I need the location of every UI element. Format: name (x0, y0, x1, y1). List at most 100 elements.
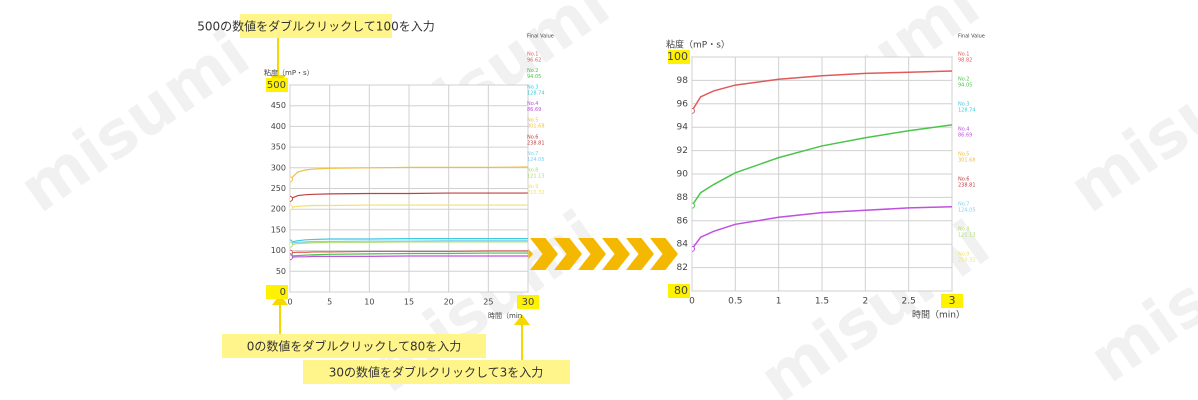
legend-value: 128.74 (527, 91, 545, 97)
x-tick-label: 30 (522, 297, 535, 308)
x-tick-label: 10 (364, 298, 374, 307)
annotation-box (240, 14, 392, 38)
legend-value: 98.82 (958, 58, 972, 64)
tick-highlight (668, 284, 690, 298)
y-tick-label: 250 (271, 184, 286, 193)
y-tick-label: 98 (677, 76, 689, 86)
start-marker (290, 241, 293, 248)
legend-value: 301.68 (958, 158, 976, 164)
arrow-chevron (626, 238, 654, 270)
legend-value: 238.81 (527, 140, 545, 146)
watermark: misumi (1057, 17, 1198, 227)
legend-value: 210.32 (527, 190, 545, 196)
legend-value: 94.05 (527, 74, 541, 80)
y-tick-label: 400 (271, 122, 286, 131)
series-group (290, 166, 528, 261)
x-tick-label: 20 (444, 298, 454, 307)
legend-name: No.3 (958, 102, 969, 108)
series-line (290, 252, 528, 257)
series-line (290, 241, 528, 246)
x-tick-label: 15 (404, 298, 414, 307)
legend-value: 301.68 (527, 124, 545, 130)
y-tick-label: 450 (271, 101, 286, 110)
legend-name: No.1 (527, 52, 538, 58)
tick-highlight (668, 50, 690, 64)
series-line (290, 250, 528, 254)
legend-value: 124.05 (527, 157, 545, 163)
x-tick-label: 1.5 (815, 297, 829, 307)
legend-value: 96.62 (527, 58, 541, 64)
start-marker (692, 245, 695, 252)
y-tick-label: 86 (677, 216, 689, 226)
watermark: misumi (7, 17, 263, 227)
legend-name: No.8 (527, 167, 538, 173)
y-tick-label: 100 (271, 246, 286, 255)
legend-name: No.1 (958, 52, 969, 58)
x-tick-label: 0.5 (728, 297, 742, 307)
y-axis-label: 粘度（mP・s） (264, 68, 314, 77)
y-tick-label: 84 (677, 240, 689, 250)
y-tick-label: 90 (677, 170, 689, 180)
legend-name: No.2 (527, 68, 538, 74)
x-tick-label: 2.5 (902, 297, 916, 307)
start-marker (290, 204, 293, 211)
legend-title: Final Value (958, 34, 985, 40)
start-marker (290, 254, 293, 261)
tick-highlight (266, 78, 288, 92)
y-tick-label: 350 (271, 143, 286, 152)
arrow-chevron (530, 238, 558, 270)
series-line (290, 255, 528, 258)
x-axis-label: 時間（min） (912, 310, 965, 321)
annotation: 500の数値をダブルクリックして100を入力 (197, 19, 434, 34)
legend-name: No.6 (527, 134, 538, 140)
legend-name: No.6 (958, 177, 969, 183)
annotation: 0の数値をダブルクリックして80を入力 (247, 339, 462, 354)
series-group (692, 70, 952, 252)
legend-name: No.7 (958, 202, 969, 208)
tick-highlight (266, 285, 288, 299)
arrow-chevron (602, 238, 630, 270)
y-tick-label: 300 (271, 163, 286, 172)
y-axis-label: 粘度（mP・s） (666, 39, 730, 51)
legend-value: 121.13 (958, 233, 976, 239)
legend-value: 121.13 (527, 173, 545, 179)
y-tick-label: 92 (677, 146, 688, 156)
legend-name: No.5 (527, 118, 538, 124)
series-line (692, 70, 952, 112)
x-tick-label: 0 (287, 298, 292, 307)
legend-name: No.9 (527, 184, 538, 190)
y-tick-label: 80 (674, 284, 688, 297)
arrow-chevron (650, 238, 678, 270)
series-line (290, 237, 528, 243)
y-tick-label: 500 (267, 80, 286, 91)
legend-name: No.9 (958, 252, 969, 258)
legend-value: 210.32 (958, 258, 976, 264)
legend-value: 94.05 (958, 83, 972, 89)
arrow-chevron (578, 238, 606, 270)
series-line (692, 206, 952, 250)
legend-name: No.2 (958, 77, 969, 83)
legend-name: No.8 (958, 227, 969, 233)
series-line (290, 166, 528, 180)
legend-title: Final Value (527, 34, 554, 40)
start-marker (692, 107, 695, 114)
series-line (290, 240, 528, 244)
annotation-box (222, 334, 486, 358)
y-tick-label: 96 (677, 99, 689, 109)
x-tick-label: 0 (689, 297, 695, 307)
y-tick-label: 88 (677, 193, 689, 203)
arrow-chevron (554, 238, 582, 270)
annotation-box (303, 360, 570, 384)
legend-name: No.5 (958, 152, 969, 158)
x-tick-label: 1 (776, 297, 782, 307)
y-tick-label: 94 (677, 123, 689, 133)
legend-value: 124.05 (958, 208, 976, 214)
legend-value: 128.74 (958, 108, 976, 114)
legend-name: No.4 (527, 101, 538, 107)
annotation: 30の数値をダブルクリックして3を入力 (329, 365, 544, 380)
y-tick-label: 50 (276, 267, 286, 276)
legend-value: 238.81 (958, 183, 976, 189)
series-line (290, 204, 528, 209)
legend-name: No.3 (527, 85, 538, 91)
